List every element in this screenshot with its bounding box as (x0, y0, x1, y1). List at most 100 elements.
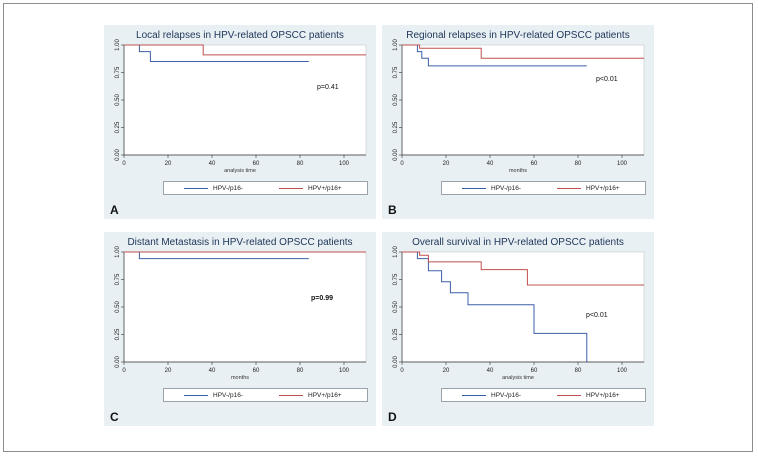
x-tick-label: 40 (487, 161, 494, 167)
legend-item-hpv-neg: HPV-/p16- (462, 392, 521, 399)
x-tick-label: 60 (531, 161, 538, 167)
y-tick-label: 0.50 (115, 301, 121, 313)
x-tick-label: 100 (617, 368, 628, 374)
y-tick-label: 0.00 (115, 356, 121, 368)
panel-d-legend: HPV-/p16- HPV+/p16+ (441, 388, 646, 402)
y-tick-label: 0.75 (393, 273, 399, 285)
legend-swatch-hpv-neg (462, 394, 486, 396)
legend-label-hpv-pos: HPV+/p16+ (308, 185, 342, 192)
panel-b-xlabel: months (508, 168, 528, 174)
x-tick-label: 20 (165, 161, 172, 167)
series-line-hpv-p16 (124, 44, 366, 56)
legend-item-hpv-neg: HPV-/p16- (184, 185, 243, 192)
x-tick-label: 20 (443, 368, 450, 374)
legend-label-hpv-pos: HPV+/p16+ (586, 392, 620, 399)
panel-a-legend: HPV-/p16- HPV+/p16+ (163, 181, 368, 195)
series-line-hpv-p16 (402, 251, 588, 362)
x-tick-label: 20 (165, 368, 172, 374)
plot-area (401, 251, 645, 363)
panel-b-pvalue: p<0.01 (596, 76, 618, 83)
y-tick-label: 0.25 (393, 328, 399, 340)
x-tick-label: 20 (443, 161, 450, 167)
legend-label-hpv-neg: HPV-/p16- (213, 185, 243, 192)
panel-d-title: Overall survival in HPV-related OPSCC pa… (412, 237, 624, 248)
panel-a-plot: 0.00 0.25 0.50 0.75 1.00 0 20 40 60 80 100 (115, 39, 367, 167)
plot-area (401, 44, 645, 156)
y-tick-label: 0.50 (115, 94, 121, 106)
x-tick-label: 100 (339, 161, 350, 167)
panel-b-legend: HPV-/p16- HPV+/p16+ (441, 181, 646, 195)
panel-d-plot: 0.00 0.25 0.50 0.75 1.00 0 20 40 60 80 100 (393, 246, 645, 374)
figure-frame (3, 3, 753, 452)
plot-area (123, 251, 367, 363)
x-tick-label: 40 (487, 368, 494, 374)
y-tick-label: 0.75 (115, 273, 121, 285)
y-tick-label: 0.50 (393, 94, 399, 106)
x-tick-label: 60 (253, 161, 260, 167)
panel-c-pvalue: p=0.99 (311, 295, 333, 302)
legend-label-hpv-pos: HPV+/p16+ (308, 392, 342, 399)
y-tick-label: 0.75 (115, 66, 121, 78)
x-tick-label: 0 (122, 161, 126, 167)
panel-c-legend: HPV-/p16- HPV+/p16+ (163, 388, 368, 402)
panel-a-title: Local relapses in HPV-related OPSCC pati… (136, 30, 344, 41)
panel-a-label: A (110, 203, 119, 217)
y-tick-label: 1.00 (115, 39, 121, 51)
panel-c-title: Distant Metastasis in HPV-related OPSCC … (127, 237, 353, 248)
panel-d-overall-survival: 0.00 0.25 0.50 0.75 1.00 0 20 40 60 80 100 Overall… (382, 232, 654, 426)
x-tick-label: 0 (400, 161, 404, 167)
legend-swatch-hpv-pos (279, 187, 303, 189)
x-tick-label: 100 (617, 161, 628, 167)
x-tick-label: 80 (575, 161, 582, 167)
legend-label-hpv-neg: HPV-/p16- (213, 392, 243, 399)
legend-swatch-hpv-pos (557, 187, 581, 189)
series-line-hpv-p16 (402, 44, 587, 67)
x-tick-label: 80 (297, 161, 304, 167)
y-tick-label: 1.00 (393, 39, 399, 51)
legend-label-hpv-neg: HPV-/p16- (491, 185, 521, 192)
panel-a-pvalue: p=0.41 (317, 84, 339, 91)
y-tick-label: 0.25 (393, 121, 399, 133)
panel-c-xlabel: months (230, 375, 250, 381)
panel-d-pvalue: p<0.01 (586, 312, 608, 319)
legend-label-hpv-neg: HPV-/p16- (491, 392, 521, 399)
y-tick-label: 0.25 (115, 328, 121, 340)
legend-item-hpv-pos: HPV+/p16+ (279, 392, 342, 399)
x-tick-label: 40 (209, 161, 216, 167)
legend-item-hpv-pos: HPV+/p16+ (279, 185, 342, 192)
y-tick-label: 0.00 (393, 356, 399, 368)
legend-swatch-hpv-pos (279, 394, 303, 396)
legend-swatch-hpv-neg (462, 187, 486, 189)
panel-b-title: Regional relapses in HPV-related OPSCC p… (406, 30, 630, 41)
x-tick-label: 0 (400, 368, 404, 374)
panel-c-plot: 0.00 0.25 0.50 0.75 1.00 0 20 40 60 80 100 (115, 246, 367, 374)
x-tick-label: 100 (339, 368, 350, 374)
panel-c-label: C (110, 410, 119, 424)
x-tick-label: 60 (531, 368, 538, 374)
x-tick-label: 0 (122, 368, 126, 374)
legend-label-hpv-pos: HPV+/p16+ (586, 185, 620, 192)
panel-b-regional-relapses: 0.00 0.25 0.50 0.75 1.00 0 20 40 60 80 100 Regiona… (382, 25, 654, 219)
x-tick-label: 60 (253, 368, 260, 374)
y-tick-label: 1.00 (393, 246, 399, 258)
legend-swatch-hpv-pos (557, 394, 581, 396)
panel-c-distant-metastasis: 0.00 0.25 0.50 0.75 1.00 0 20 40 60 80 100 Distant… (104, 232, 376, 426)
y-tick-label: 0.25 (115, 121, 121, 133)
series-line-hpv-p16 (402, 251, 644, 286)
panel-b-plot: 0.00 0.25 0.50 0.75 1.00 0 20 40 60 80 100 (393, 39, 645, 167)
y-tick-label: 0.50 (393, 301, 399, 313)
y-tick-label: 1.00 (115, 246, 121, 258)
legend-swatch-hpv-neg (184, 187, 208, 189)
panel-a-xlabel: analysis time (224, 168, 256, 174)
plot-area (123, 44, 367, 156)
x-tick-label: 40 (209, 368, 216, 374)
y-tick-label: 0.75 (393, 66, 399, 78)
legend-item-hpv-neg: HPV-/p16- (462, 185, 521, 192)
legend-item-hpv-pos: HPV+/p16+ (557, 185, 620, 192)
x-tick-label: 80 (575, 368, 582, 374)
legend-item-hpv-neg: HPV-/p16- (184, 392, 243, 399)
panel-a-local-relapses: 0.00 0.25 0.50 0.75 1.00 0 20 40 60 80 100 Local r… (104, 25, 376, 219)
panel-b-label: B (388, 203, 397, 217)
panel-d-xlabel: analysis time (502, 375, 534, 381)
y-tick-label: 0.00 (393, 149, 399, 161)
